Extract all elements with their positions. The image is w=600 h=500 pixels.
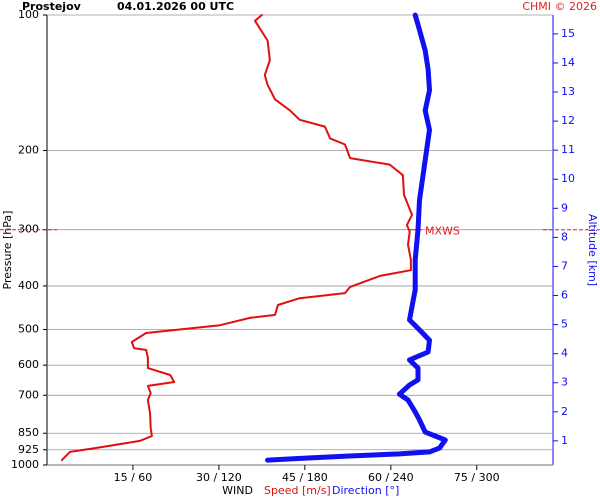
y2-tick-label: 13 (561, 85, 575, 98)
y2-tick-label: 2 (561, 405, 568, 418)
y2-tick-label: 7 (561, 259, 568, 272)
y-tick-label: 300 (18, 223, 39, 236)
y2-tick-label: 6 (561, 289, 568, 302)
y2-axis-label: Altitude [km] (586, 214, 599, 286)
chart-title: Prostejov (22, 0, 82, 13)
y-tick-label: 500 (18, 323, 39, 336)
series-line (60, 14, 413, 462)
credit: CHMI © 2026 (522, 0, 597, 13)
annotation: MXWS (425, 225, 460, 238)
y2-tick-label: 12 (561, 114, 575, 127)
y-tick-label: 925 (18, 443, 39, 456)
y2-tick-label: 10 (561, 172, 575, 185)
y-tick-label: 850 (18, 426, 39, 439)
x-tick-label: 45 / 180 (282, 471, 328, 484)
x-axis-label: WIND (222, 484, 253, 497)
y2-tick-label: 9 (561, 201, 568, 214)
y2-tick-label: 15 (561, 27, 575, 40)
y2-tick-label: 8 (561, 230, 568, 243)
x-tick-label: 60 / 240 (368, 471, 414, 484)
y2-tick-label: 3 (561, 376, 568, 389)
y2-tick-label: 5 (561, 318, 568, 331)
legend-entry: Direction [°] (332, 484, 399, 497)
y2-tick-label: 14 (561, 56, 575, 69)
chart-subtitle: 04.01.2026 00 UTC (117, 0, 234, 13)
y-tick-label: 600 (18, 358, 39, 371)
x-tick-label: 30 / 120 (196, 471, 242, 484)
y-tick-label: 200 (18, 143, 39, 156)
y-tick-label: 700 (18, 388, 39, 401)
y-axis-label: Pressure [hPa] (1, 211, 14, 290)
y-tick-label: 100 (18, 8, 39, 21)
y2-tick-label: 4 (561, 347, 568, 360)
y2-tick-label: 11 (561, 143, 575, 156)
legend-entry: Speed [m/s] (264, 484, 331, 497)
y2-tick-label: 1 (561, 434, 568, 447)
y-tick-label: 1000 (11, 458, 39, 471)
series-line (265, 12, 448, 463)
x-tick-label: 15 / 60 (114, 471, 153, 484)
y-tick-label: 400 (18, 279, 39, 292)
x-tick-label: 75 / 300 (454, 471, 500, 484)
